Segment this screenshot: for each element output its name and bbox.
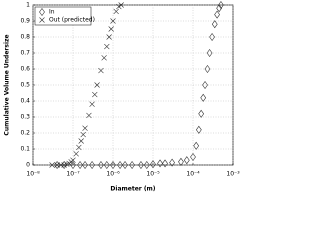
- y-tick-label: 0: [26, 162, 30, 169]
- x-tick-label: 10⁻³: [226, 171, 240, 178]
- y-tick-label: 0.9: [20, 18, 30, 25]
- diamond-marker: [39, 7, 45, 17]
- legend-label: Out (predicted): [49, 17, 95, 24]
- diamond-marker: [82, 160, 88, 170]
- y-tick-label: 0.6: [20, 66, 30, 73]
- x-axis-label: Diameter (m): [110, 186, 155, 193]
- diamond-marker: [162, 159, 168, 168]
- x-marker: [73, 151, 79, 157]
- x-tick-label: 10⁻⁴: [186, 171, 200, 178]
- diamond-marker: [157, 159, 163, 168]
- diamond-marker: [169, 158, 175, 167]
- diamond-marker: [198, 109, 205, 118]
- diamond-marker: [70, 160, 76, 170]
- x-marker: [76, 144, 82, 151]
- x-tick-label: 10⁻⁶: [106, 171, 120, 178]
- diamond-marker: [103, 160, 110, 170]
- x-marker: [104, 43, 110, 50]
- y-tick-label: 0.3: [20, 114, 30, 121]
- diamond-marker: [143, 160, 150, 170]
- x-marker: [49, 162, 55, 168]
- x-tick-label: 10⁻⁷: [66, 171, 80, 178]
- diamond-marker: [77, 160, 83, 170]
- y-tick-label: 0.5: [20, 82, 30, 89]
- x-marker: [70, 157, 76, 163]
- x-marker: [108, 26, 114, 32]
- diamond-marker: [214, 10, 220, 19]
- x-marker: [54, 162, 60, 168]
- x-marker: [113, 8, 119, 15]
- x-tick-label: 10⁻⁸: [26, 171, 40, 178]
- diamond-marker: [54, 160, 60, 170]
- diamond-marker: [178, 157, 184, 166]
- y-tick-label: 0.2: [20, 130, 30, 137]
- diamond-marker: [98, 160, 104, 170]
- x-marker: [92, 91, 98, 98]
- diamond-marker: [216, 4, 222, 13]
- y-axis-label: Cumulative Volume Undersize: [4, 34, 11, 135]
- x-marker: [94, 82, 100, 88]
- diamond-marker: [200, 93, 207, 102]
- page: Diameter (m) Cumulative Volume Undersize…: [3, 0, 240, 193]
- y-tick-label: 0.1: [20, 146, 30, 153]
- x-tick-label: 10⁻⁵: [146, 171, 160, 178]
- x-marker: [82, 125, 88, 131]
- legend-label: In: [49, 9, 55, 16]
- y-tick-label: 0.8: [20, 34, 30, 41]
- diamond-marker: [150, 160, 156, 169]
- diamond-marker: [204, 64, 211, 74]
- diamond-marker: [202, 80, 208, 90]
- diamond-marker: [193, 141, 200, 150]
- x-marker: [116, 3, 122, 10]
- x-marker: [110, 18, 116, 24]
- diamond-marker: [122, 160, 128, 170]
- diamond-marker: [117, 160, 123, 170]
- chart: Diameter (m) Cumulative Volume Undersize…: [4, 0, 240, 193]
- x-marker: [98, 67, 104, 74]
- x-marker: [80, 131, 86, 138]
- diamond-marker: [206, 48, 213, 58]
- y-tick-label: 0.7: [20, 50, 30, 57]
- x-marker: [101, 55, 107, 61]
- diamond-marker: [138, 160, 144, 170]
- diamond-marker: [209, 32, 215, 42]
- y-tick-label: 1: [26, 2, 30, 9]
- legend-box: [34, 6, 92, 26]
- diamond-marker: [218, 0, 224, 10]
- x-marker: [118, 2, 124, 8]
- diamond-marker: [89, 160, 95, 170]
- x-marker: [78, 138, 84, 144]
- x-marker: [39, 17, 45, 23]
- x-marker: [89, 101, 95, 107]
- diamond-marker: [183, 156, 190, 165]
- diamond-marker: [129, 160, 135, 170]
- x-marker: [86, 112, 92, 119]
- diamond-marker: [211, 20, 218, 29]
- diamond-marker: [195, 125, 202, 134]
- x-marker: [106, 34, 112, 40]
- y-tick-label: 0.4: [20, 98, 30, 105]
- diamond-marker: [110, 160, 116, 170]
- diamond-marker: [190, 152, 196, 162]
